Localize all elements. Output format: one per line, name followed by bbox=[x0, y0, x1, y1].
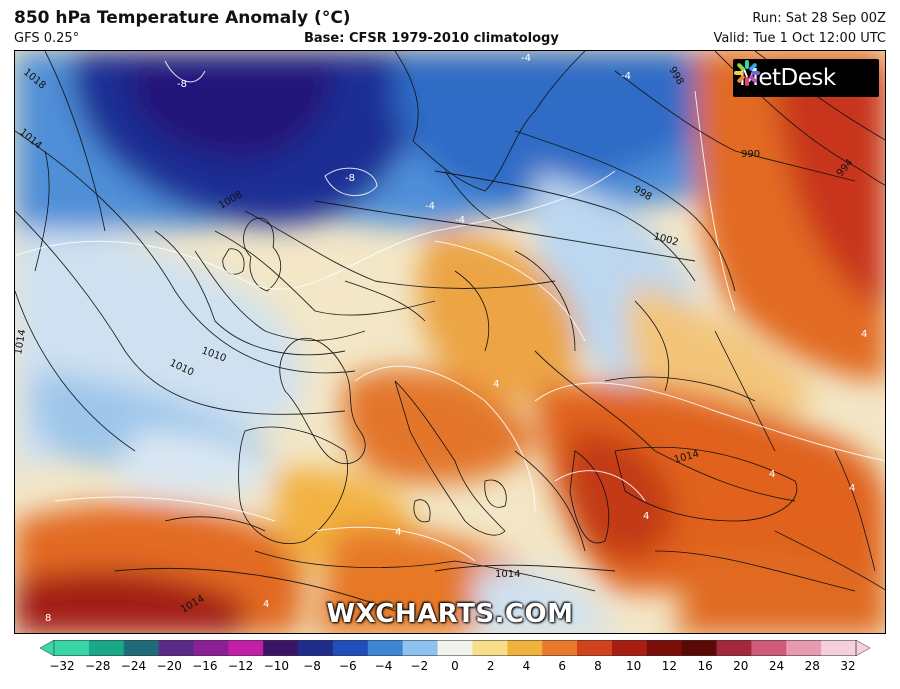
colorbar-cell bbox=[228, 640, 264, 656]
colorbar-cell bbox=[681, 640, 718, 656]
colorbar-tick-label: −6 bbox=[338, 659, 357, 673]
colorbar-cell bbox=[542, 640, 578, 656]
colorbar-tick-label: −4 bbox=[374, 659, 393, 673]
colorbar-tick-label: 8 bbox=[594, 659, 602, 673]
colorbar-cell bbox=[193, 640, 229, 656]
anomaly-label: -8 bbox=[345, 173, 355, 184]
climatology-base-label: Base: CFSR 1979-2010 climatology bbox=[304, 31, 559, 46]
colorbar-tick-label: 10 bbox=[625, 659, 642, 673]
colorbar-cell bbox=[402, 640, 439, 656]
colorbar-max-arrow bbox=[855, 640, 870, 656]
anomaly-label: 4 bbox=[395, 527, 401, 538]
colorbar-tick-label: 20 bbox=[733, 659, 749, 673]
model-label: GFS 0.25° bbox=[14, 31, 80, 46]
colorbar-tick-label: 16 bbox=[697, 659, 713, 673]
colorbar-cell bbox=[332, 640, 369, 656]
anomaly-label: 4 bbox=[769, 469, 775, 480]
metdesk-logo: MetDesk bbox=[733, 59, 879, 97]
anomaly-label: -4 bbox=[425, 201, 435, 212]
colorbar-tick-label: −8 bbox=[303, 659, 321, 673]
colorbar-cell bbox=[298, 640, 334, 656]
colorbar-tick-label: −12 bbox=[227, 659, 254, 673]
colorbar-tick-label: 2 bbox=[486, 659, 495, 673]
anomaly-label: 4 bbox=[643, 511, 649, 522]
colorbar-outline bbox=[53, 640, 857, 656]
isobar-label: 1014 bbox=[15, 329, 28, 356]
colorbar-tick-label: −16 bbox=[192, 659, 218, 673]
colorbar-tick-label: 4 bbox=[522, 659, 531, 673]
colorbar-ticks: −32 −28 −24 −20 −16 −12 −10 −8 −6 −4 −2 0 2 4 6 8 10 12 16… bbox=[0, 659, 900, 679]
colorbar-cell bbox=[54, 640, 90, 656]
isobars bbox=[15, 51, 885, 612]
anomaly-label: -4 bbox=[621, 71, 631, 82]
metdesk-logo-text: MetDesk bbox=[739, 65, 836, 91]
anomaly-label: 8 bbox=[45, 613, 51, 624]
anomaly-label: 4 bbox=[263, 599, 269, 610]
colorbar-cell bbox=[716, 640, 752, 656]
anomaly-label: 4 bbox=[861, 329, 867, 340]
anomaly-contours bbox=[15, 60, 885, 562]
anomaly-label: 4 bbox=[493, 379, 499, 390]
coastlines bbox=[34, 51, 876, 592]
colorbar-tick-label: −2 bbox=[410, 659, 429, 673]
valid-time-label: Valid: Tue 1 Oct 12:00 UTC bbox=[713, 31, 886, 46]
isobar-label: 1014 bbox=[495, 569, 520, 580]
colorbar-cell bbox=[472, 640, 508, 656]
metdesk-burst-icon bbox=[734, 60, 760, 86]
colorbar-cell bbox=[367, 640, 404, 656]
colorbar-tick-label: 32 bbox=[840, 659, 856, 673]
chart-title: 850 hPa Temperature Anomaly (°C) bbox=[14, 8, 351, 28]
anomaly-label: -4 bbox=[455, 215, 465, 226]
colorbar-cell bbox=[577, 640, 613, 656]
colorbar-min-arrow bbox=[40, 640, 55, 656]
colorbar-cell bbox=[88, 640, 125, 656]
anomaly-label: 4 bbox=[849, 483, 855, 494]
colorbar-tick-label: 28 bbox=[804, 659, 820, 673]
colorbar-tick-label: −20 bbox=[156, 659, 182, 673]
colorbar-cell bbox=[751, 640, 787, 656]
isobar-label: 990 bbox=[741, 149, 760, 160]
colorbar-tick-label: −32 bbox=[49, 659, 75, 673]
colorbar-tick-label: 0 bbox=[451, 659, 459, 673]
anomaly-label: -8 bbox=[177, 79, 187, 90]
colorbar-tick-label: 6 bbox=[558, 659, 566, 673]
colorbar-cell bbox=[611, 640, 648, 656]
anomaly-map: 1018 1014 1010 1014 1010 1008 998 1002 9… bbox=[14, 50, 886, 634]
map-canvas: 1018 1014 1010 1014 1010 1008 998 1002 9… bbox=[15, 51, 885, 633]
colorbar-tick-label: 24 bbox=[768, 659, 785, 673]
colorbar-cell bbox=[437, 640, 473, 656]
colorbar-cell bbox=[821, 640, 857, 656]
colorbar-cell bbox=[507, 640, 543, 656]
run-time-label: Run: Sat 28 Sep 00Z bbox=[752, 11, 886, 26]
anomaly-labels: -8 -8 -4 -4 -4 4 4 4 4 4 4 8 -4 4 bbox=[45, 53, 867, 624]
colorbar-cell bbox=[646, 640, 683, 656]
anomaly-label: -4 bbox=[521, 53, 531, 64]
colorbar bbox=[40, 640, 870, 656]
colorbar-cell bbox=[158, 640, 194, 656]
colorbar-tick-label: 12 bbox=[661, 659, 677, 673]
colorbar-cell bbox=[123, 640, 160, 656]
colorbar-cell bbox=[786, 640, 822, 656]
colorbar-cell bbox=[263, 640, 299, 656]
colorbar-tick-label: −24 bbox=[120, 659, 147, 673]
colorbar-tick-label: −10 bbox=[263, 659, 290, 673]
colorbar-tick-label: −28 bbox=[85, 659, 111, 673]
wxcharts-watermark: WXCHARTS.COM bbox=[326, 599, 574, 629]
